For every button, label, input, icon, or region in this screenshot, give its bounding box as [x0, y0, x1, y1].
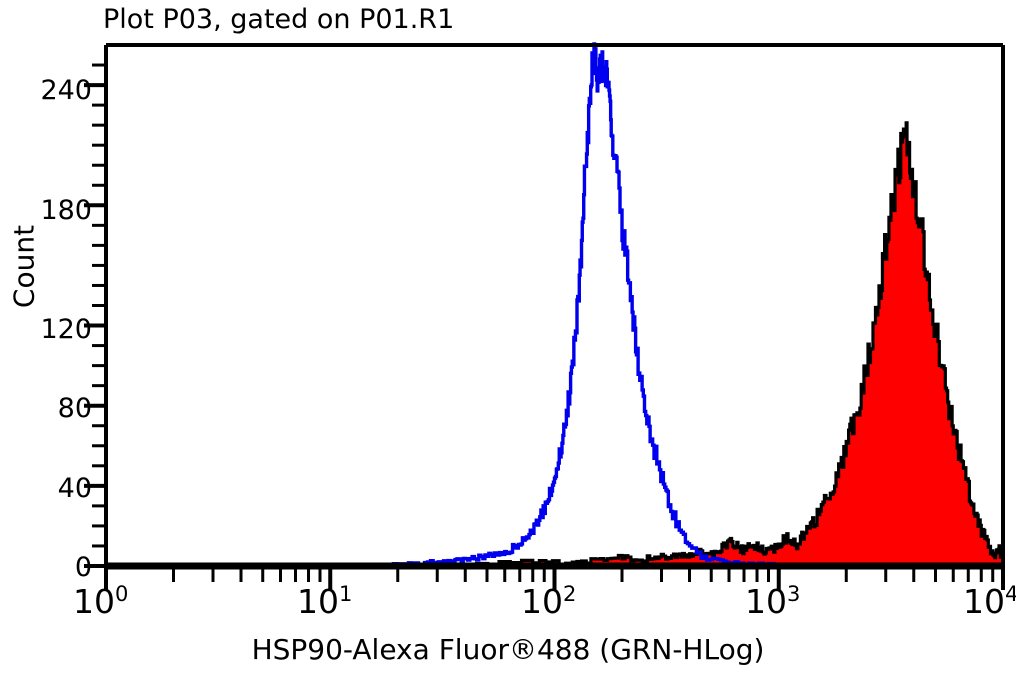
x-axis-label: HSP90-Alexa Fluor®488 (GRN-HLog) [251, 633, 765, 666]
y-tick-label-240: 240 [40, 75, 92, 106]
axis-ticks [84, 63, 1005, 590]
sample-histogram-fill [106, 122, 1003, 566]
y-tick-label-180: 180 [40, 195, 92, 226]
histogram-traces [106, 42, 1005, 568]
y-tick-label-0: 0 [74, 552, 92, 583]
x-tick-exp-1e2: 2 [563, 582, 577, 606]
plot-title: Plot P03, gated on P01.R1 [103, 4, 455, 35]
control-histogram-line [106, 42, 1005, 568]
y-tick-label-80: 80 [57, 393, 92, 424]
x-tick-exp-1e1: 1 [339, 582, 353, 606]
x-tick-exp-1e0: 0 [115, 582, 129, 606]
plot-axis-lines [104, 43, 1005, 570]
x-tick-exp-1e3: 3 [787, 582, 801, 606]
x-tick-label-1e4: 104 [963, 582, 1016, 621]
x-tick-exp-1e4: 4 [1005, 582, 1016, 606]
y-tick-label-120: 120 [40, 314, 92, 345]
sample-histogram-outline [106, 121, 1005, 568]
y-tick-label-40: 40 [57, 473, 92, 504]
x-tick-base-1e4: 10 [963, 582, 1005, 621]
